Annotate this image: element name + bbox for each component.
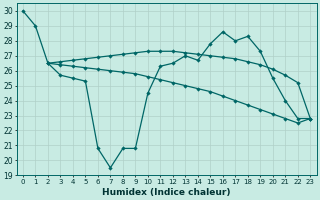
X-axis label: Humidex (Indice chaleur): Humidex (Indice chaleur) [102,188,231,197]
